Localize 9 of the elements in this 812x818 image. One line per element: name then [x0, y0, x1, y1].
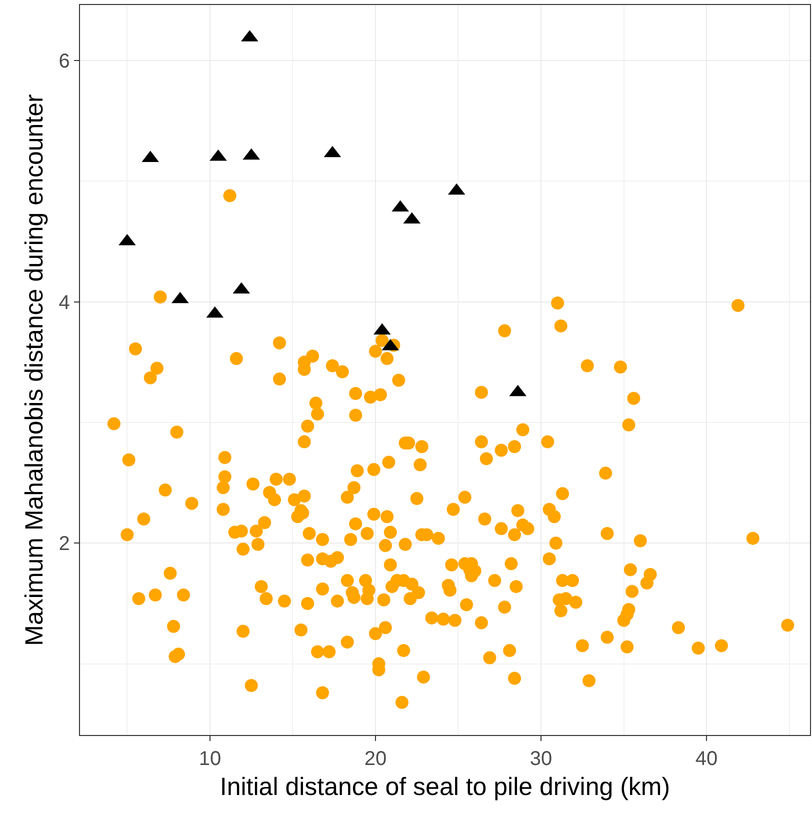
x-tick-label: 20 [364, 748, 387, 770]
x-tick-label: 40 [695, 748, 718, 770]
y-axis-title: Maximum Mahalanobis distance during encounter [20, 94, 48, 646]
y-tick-label: 4 [58, 292, 70, 314]
x-axis-title: Initial distance of seal to pile driving (km) [220, 773, 670, 802]
y-tick-label: 6 [58, 50, 70, 72]
x-tick-label: 30 [530, 748, 552, 770]
x-tick-label: 10 [198, 748, 222, 770]
y-tick-label: 2 [58, 533, 70, 556]
